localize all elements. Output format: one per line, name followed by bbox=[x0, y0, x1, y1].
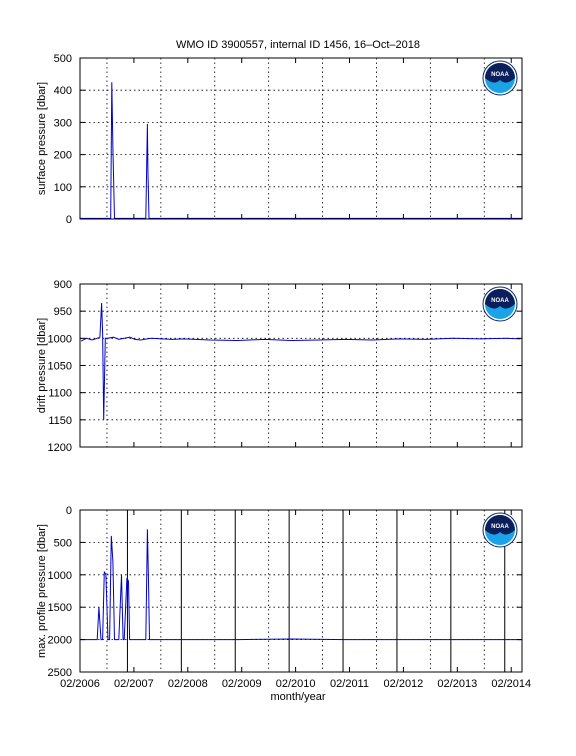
y-tick-label: 100 bbox=[54, 182, 72, 194]
y-tick-label: 2500 bbox=[48, 667, 72, 679]
y-tick-label: 1100 bbox=[48, 388, 72, 400]
x-tick-label: 02/2011 bbox=[330, 678, 369, 690]
logo-text: NOAA bbox=[491, 72, 509, 78]
y-tick-label: 300 bbox=[54, 117, 72, 129]
y-tick-label: 500 bbox=[54, 53, 72, 65]
y-axis-label: drift pressure [dbar] bbox=[36, 318, 48, 413]
x-tick-label: 02/2009 bbox=[222, 678, 262, 690]
y-tick-label: 400 bbox=[54, 85, 72, 97]
y-axis-label: surface pressure [dbar] bbox=[36, 82, 48, 195]
noaa-logo-icon: NOAA bbox=[482, 512, 518, 548]
x-tick-label: 02/2014 bbox=[491, 678, 531, 690]
y-tick-label: 0 bbox=[66, 214, 72, 226]
logo-text: NOAA bbox=[491, 524, 509, 530]
x-tick-label: 02/2008 bbox=[168, 678, 208, 690]
x-tick-label: 02/2010 bbox=[276, 678, 316, 690]
y-tick-label: 1000 bbox=[48, 570, 72, 582]
x-tick-label: 02/2007 bbox=[114, 678, 154, 690]
plot-frame bbox=[79, 57, 523, 220]
data-series-line bbox=[80, 82, 522, 219]
y-axis-label: max. profile pressure [dbar] bbox=[36, 524, 48, 658]
y-tick-label: 1200 bbox=[48, 442, 72, 454]
chart-panel-2: 900 950 1000 1050 1100 1150 1200 drift pressure… bbox=[36, 279, 523, 454]
y-tick-label: 1000 bbox=[48, 333, 72, 345]
x-tick-label: 02/2006 bbox=[60, 678, 100, 690]
y-tick-label: 1150 bbox=[48, 415, 72, 427]
data-series-line bbox=[80, 302, 521, 420]
noaa-logo-icon: NOAA bbox=[482, 286, 518, 322]
chart-panel-1: 0 100 200 300 400 500 surface pressure [dbar] N… bbox=[36, 53, 523, 226]
y-tick-label: 200 bbox=[54, 150, 72, 162]
y-tick-label: 500 bbox=[54, 537, 72, 549]
y-tick-label: 2000 bbox=[48, 635, 72, 647]
y-tick-label: 900 bbox=[54, 279, 72, 291]
x-axis-label: month/year bbox=[270, 691, 325, 703]
y-tick-label: 0 bbox=[66, 505, 72, 517]
y-tick-label: 950 bbox=[54, 306, 72, 318]
logo-sky bbox=[485, 289, 515, 309]
y-tick-label: 1500 bbox=[48, 602, 72, 614]
data-series-line bbox=[80, 529, 522, 641]
figure-title: WMO ID 3900557, internal ID 1456, 16–Oct… bbox=[176, 39, 420, 51]
y-tick-label: 1050 bbox=[48, 361, 72, 373]
logo-sky bbox=[485, 63, 515, 83]
plot-frame bbox=[79, 509, 523, 673]
noaa-logo-icon: NOAA bbox=[482, 60, 518, 96]
logo-sky bbox=[485, 515, 515, 535]
x-tick-label: 02/2012 bbox=[384, 678, 424, 690]
x-tick-label: 02/2013 bbox=[437, 678, 477, 690]
logo-text: NOAA bbox=[491, 298, 509, 304]
